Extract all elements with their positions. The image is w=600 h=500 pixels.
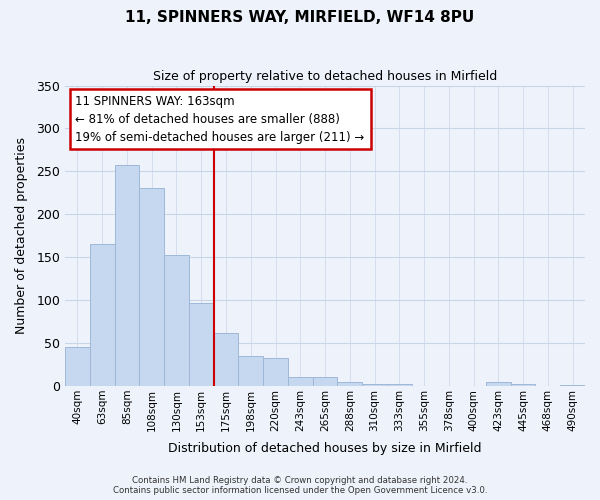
Bar — [313, 378, 337, 386]
Title: Size of property relative to detached houses in Mirfield: Size of property relative to detached ho… — [153, 70, 497, 83]
Bar — [139, 188, 164, 386]
Bar — [263, 358, 288, 386]
Bar — [214, 333, 238, 386]
Bar — [115, 164, 139, 386]
Bar — [362, 384, 387, 386]
Bar — [560, 385, 585, 386]
Bar — [337, 382, 362, 386]
Bar — [387, 384, 412, 386]
Bar — [511, 384, 535, 386]
Bar — [164, 254, 189, 386]
Bar — [238, 356, 263, 386]
X-axis label: Distribution of detached houses by size in Mirfield: Distribution of detached houses by size … — [168, 442, 482, 455]
Text: 11 SPINNERS WAY: 163sqm
← 81% of detached houses are smaller (888)
19% of semi-d: 11 SPINNERS WAY: 163sqm ← 81% of detache… — [76, 94, 365, 144]
Bar — [288, 376, 313, 386]
Text: Contains HM Land Registry data © Crown copyright and database right 2024.
Contai: Contains HM Land Registry data © Crown c… — [113, 476, 487, 495]
Y-axis label: Number of detached properties: Number of detached properties — [15, 138, 28, 334]
Bar — [90, 244, 115, 386]
Bar — [189, 302, 214, 386]
Bar — [65, 348, 90, 386]
Text: 11, SPINNERS WAY, MIRFIELD, WF14 8PU: 11, SPINNERS WAY, MIRFIELD, WF14 8PU — [125, 10, 475, 25]
Bar — [486, 382, 511, 386]
